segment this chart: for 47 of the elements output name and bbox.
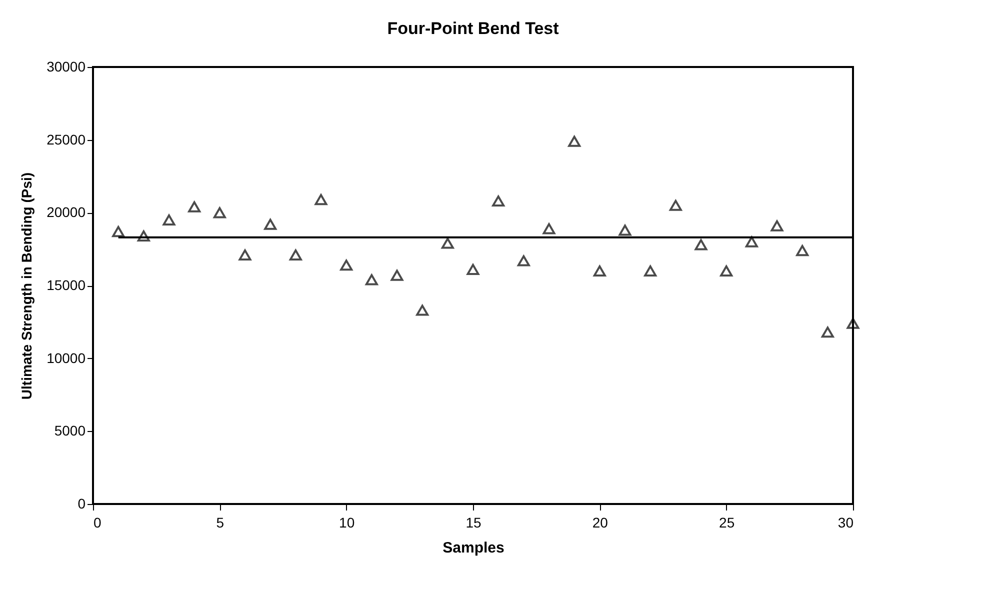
y-tick-label: 5000 (54, 422, 86, 439)
y-tick-label: 30000 (46, 58, 86, 74)
point (644, 265, 657, 276)
point (137, 230, 150, 242)
point (238, 249, 252, 260)
point (365, 274, 378, 286)
point (568, 136, 581, 147)
point (112, 226, 125, 238)
x-axis-title: Samples (442, 540, 504, 556)
point (289, 249, 302, 260)
point (846, 318, 860, 329)
y-axis-title: Ultimate Strength in Bending (Psi) (18, 172, 35, 400)
point (542, 223, 556, 234)
point (720, 265, 733, 276)
x-tick-label: 15 (466, 514, 482, 530)
y-tick-label: 0 (78, 496, 86, 512)
point (466, 264, 480, 276)
point (340, 260, 353, 271)
point (416, 304, 429, 316)
x-tick-label: 30 (838, 514, 854, 530)
point (517, 255, 530, 266)
point (264, 218, 277, 230)
point (314, 194, 328, 206)
y-tick-label: 10000 (46, 350, 86, 366)
point (162, 214, 176, 226)
x-tick-label: 20 (592, 514, 608, 530)
y-tick-label: 25000 (46, 131, 86, 148)
point (441, 238, 454, 249)
x-tick-label: 5 (216, 514, 224, 530)
point (694, 239, 708, 250)
point (796, 245, 809, 256)
point (492, 195, 505, 207)
y-tick-label: 20000 (46, 204, 86, 220)
point (770, 220, 784, 232)
point (745, 236, 758, 248)
point (188, 201, 201, 212)
point (390, 270, 404, 281)
point (669, 200, 682, 211)
point (618, 224, 632, 236)
x-tick-label: 0 (94, 514, 102, 530)
point (821, 326, 834, 338)
x-tick-label: 10 (339, 514, 355, 530)
x-tick-label: 25 (719, 514, 735, 530)
point (593, 265, 606, 276)
chart-title: Four-Point Bend Test (387, 19, 560, 38)
point (213, 207, 226, 218)
y-tick-label: 15000 (46, 277, 86, 293)
